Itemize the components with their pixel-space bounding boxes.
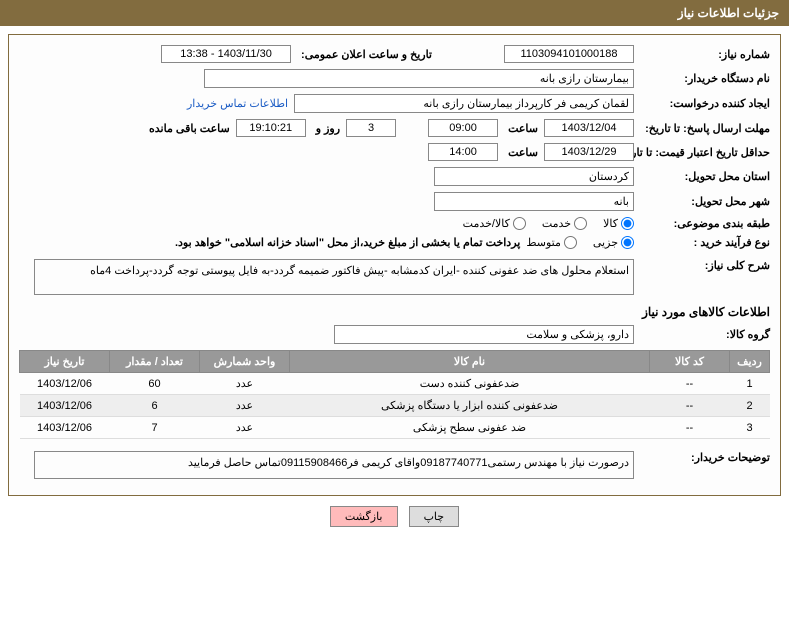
validity-label: حداقل تاریخ اعتبار قیمت: تا تاریخ: (640, 146, 770, 159)
print-button[interactable]: چاپ (409, 506, 460, 527)
table-cell: 3 (730, 417, 770, 439)
hour-label-1: ساعت (504, 122, 538, 135)
city-field: بانه (434, 192, 634, 211)
table-row: 2--ضدعفونی کننده ابزار یا دستگاه پزشکیعد… (20, 395, 770, 417)
table-cell: -- (650, 395, 730, 417)
table-row: 1--ضدعفونی کننده دستعدد601403/12/06 (20, 373, 770, 395)
buyer-notes-text: درصورت نیاز با مهندس رستمی09187740771واق… (34, 451, 634, 479)
radio-goods-input[interactable] (621, 217, 634, 230)
radio-service[interactable]: خدمت (542, 217, 587, 230)
table-cell: -- (650, 417, 730, 439)
validity-date: 1403/12/29 (544, 143, 634, 161)
radio-small[interactable]: جزیی (593, 236, 634, 249)
remain-days: 3 (346, 119, 396, 137)
table-cell: عدد (200, 395, 290, 417)
table-row: 3--ضد عفونی سطح پزشکیعدد71403/12/06 (20, 417, 770, 439)
table-cell: 1403/12/06 (20, 373, 110, 395)
purchase-type-radios: جزیی متوسط (526, 236, 634, 249)
page-title: جزئیات اطلاعات نیاز (678, 6, 779, 20)
buyer-org-label: نام دستگاه خریدار: (640, 72, 770, 85)
need-number-label: شماره نیاز: (640, 48, 770, 61)
province-field: کردستان (434, 167, 634, 186)
summary-label: شرح کلی نیاز: (640, 259, 770, 272)
radio-both[interactable]: کالا/خدمت (463, 217, 526, 230)
table-cell: عدد (200, 373, 290, 395)
category-label: طبقه بندی موضوعی: (640, 217, 770, 230)
back-button[interactable]: بازگشت (330, 506, 398, 527)
day-and-label: روز و (312, 122, 340, 135)
hour-label-2: ساعت (504, 146, 538, 159)
button-bar: چاپ بازگشت (0, 506, 789, 527)
buyer-org-field: بیمارستان رازی بانه (204, 69, 634, 88)
remain-label: ساعت باقی مانده (145, 122, 230, 135)
table-cell: 60 (110, 373, 200, 395)
remain-time: 19:10:21 (236, 119, 306, 137)
table-cell: 7 (110, 417, 200, 439)
province-label: استان محل تحویل: (640, 170, 770, 183)
radio-medium-input[interactable] (564, 236, 577, 249)
page-header: جزئیات اطلاعات نیاز (0, 0, 789, 26)
contact-link[interactable]: اطلاعات تماس خریدار (187, 97, 288, 110)
announce-label: تاریخ و ساعت اعلان عمومی: (297, 48, 432, 61)
th-qty: تعداد / مقدار (110, 351, 200, 373)
requester-label: ایجاد کننده درخواست: (640, 97, 770, 110)
category-radios: کالا خدمت کالا/خدمت (463, 217, 634, 230)
need-number-field: 1103094101000188 (504, 45, 634, 63)
th-date: تاریخ نیاز (20, 351, 110, 373)
radio-medium[interactable]: متوسط (526, 236, 577, 249)
radio-small-input[interactable] (621, 236, 634, 249)
th-row: ردیف (730, 351, 770, 373)
validity-time: 14:00 (428, 143, 498, 161)
details-panel: شماره نیاز: 1103094101000188 تاریخ و ساع… (8, 34, 781, 496)
table-cell: 1403/12/06 (20, 417, 110, 439)
th-code: کد کالا (650, 351, 730, 373)
items-section-title: اطلاعات کالاهای مورد نیاز (19, 305, 770, 319)
table-cell: -- (650, 373, 730, 395)
th-unit: واحد شمارش (200, 351, 290, 373)
table-cell: 2 (730, 395, 770, 417)
group-field: دارو، پزشکی و سلامت (334, 325, 634, 344)
radio-both-input[interactable] (513, 217, 526, 230)
th-name: نام کالا (290, 351, 650, 373)
table-cell: ضدعفونی کننده دست (290, 373, 650, 395)
table-cell: 1 (730, 373, 770, 395)
items-table: ردیف کد کالا نام کالا واحد شمارش تعداد /… (19, 350, 770, 439)
group-label: گروه کالا: (640, 328, 770, 341)
table-cell: 6 (110, 395, 200, 417)
table-cell: عدد (200, 417, 290, 439)
table-cell: 1403/12/06 (20, 395, 110, 417)
announce-field: 1403/11/30 - 13:38 (161, 45, 291, 63)
radio-service-input[interactable] (574, 217, 587, 230)
table-cell: ضدعفونی کننده ابزار یا دستگاه پزشکی (290, 395, 650, 417)
deadline-send-label: مهلت ارسال پاسخ: تا تاریخ: (640, 122, 770, 135)
deadline-send-date: 1403/12/04 (544, 119, 634, 137)
buyer-notes-label: توضیحات خریدار: (640, 451, 770, 464)
summary-text: استعلام محلول های ضد عفونی کننده -ایران … (34, 259, 634, 295)
purchase-type-label: نوع فرآیند خرید : (640, 236, 770, 249)
deadline-send-time: 09:00 (428, 119, 498, 137)
payment-note: پرداخت تمام یا بخشی از مبلغ خرید،از محل … (175, 236, 520, 249)
radio-goods[interactable]: کالا (603, 217, 634, 230)
requester-field: لقمان کریمی فر کارپرداز بیمارستان رازی ب… (294, 94, 634, 113)
table-cell: ضد عفونی سطح پزشکی (290, 417, 650, 439)
city-label: شهر محل تحویل: (640, 195, 770, 208)
